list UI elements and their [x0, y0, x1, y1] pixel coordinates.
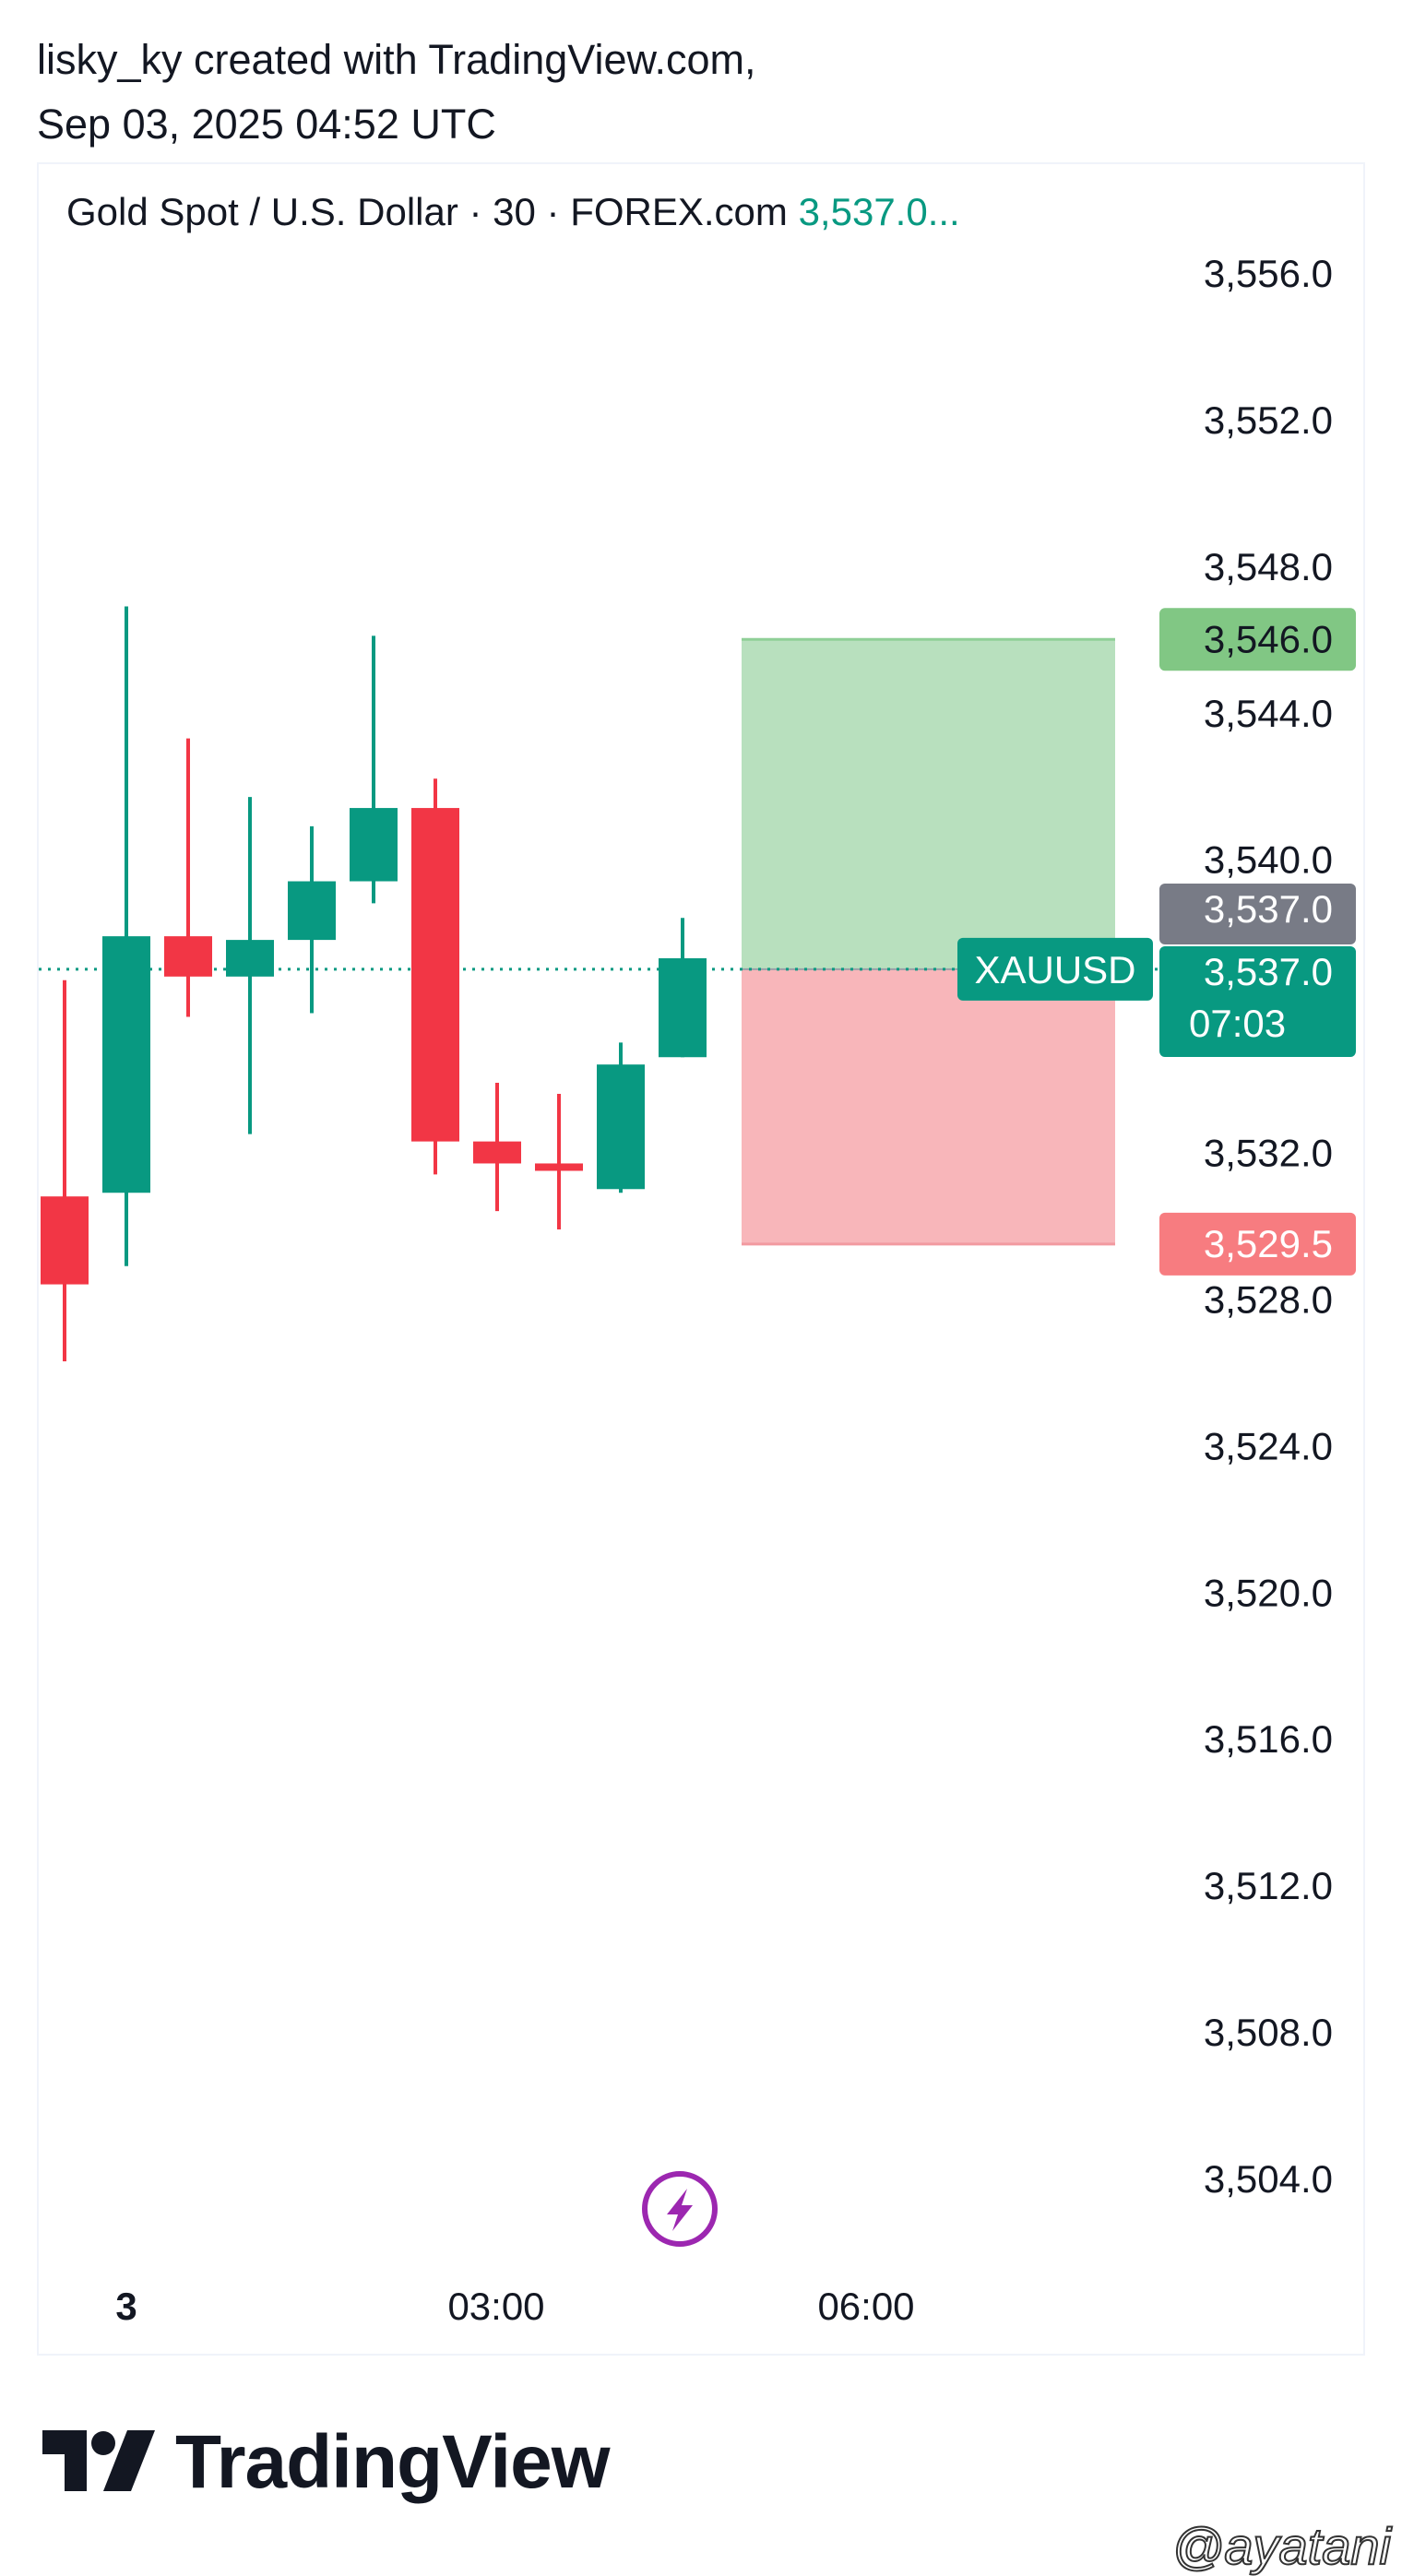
candle-body [473, 1141, 521, 1164]
chart-frame [37, 162, 1365, 2356]
price-tick-label: 3,520.0 [1204, 1571, 1333, 1614]
candle [659, 918, 707, 1058]
candle [164, 738, 212, 1017]
candle [350, 635, 398, 904]
legend-price: 3,537.0... [798, 190, 960, 233]
take-profit-label-bg [1159, 608, 1356, 671]
candle [41, 979, 89, 1362]
tradingview-logo: TradingView [42, 2416, 611, 2509]
symbol-tag: XAUUSD [957, 937, 1153, 1001]
price-axis[interactable]: 3,556.0 3,552.0 3,548.0 3,544.0 3,540.0 3,532… [1204, 252, 1333, 2201]
candle-body [41, 1196, 89, 1285]
take-profit-label-text: 3,546.0 [1204, 617, 1333, 660]
entry-price-label-text: 3,537.0 [1204, 887, 1333, 931]
snapshot-header: lisky_ky created with TradingView.com, S… [37, 28, 756, 157]
candle [102, 606, 150, 1266]
long-position-tool[interactable] [742, 637, 1115, 1246]
candle-body [288, 881, 336, 941]
snapshot-date-line: Sep 03, 2025 04:52 UTC [37, 101, 496, 148]
candles [41, 606, 707, 1362]
stop-loss-label-bg [1159, 1212, 1356, 1276]
last-price-label-bg [1159, 946, 1356, 1057]
stop-loss-label: 3,529.5 [1159, 1212, 1356, 1276]
symbol-description: Gold Spot / U.S. Dollar · 30 · FOREX.com [66, 190, 788, 233]
price-tick-label: 3,528.0 [1204, 1277, 1333, 1321]
price-tick-label: 3,544.0 [1204, 692, 1333, 735]
tradingview-mark-icon [42, 2430, 155, 2491]
time-tick-label: 03:00 [447, 2285, 544, 2328]
price-tick-label: 3,512.0 [1204, 1864, 1333, 1907]
last-price-label: 3,537.0 07:03 [1159, 946, 1356, 1057]
candle [535, 1093, 583, 1229]
snapshot-author-line: lisky_ky created with TradingView.com, [37, 36, 756, 83]
time-tick-label: 3 [115, 2285, 137, 2328]
price-tick-label: 3,524.0 [1204, 1424, 1333, 1467]
price-axis-labels: 3,546.0 3,537.0 3,537.0 07:03 3,529.5 XAUUSD [957, 608, 1356, 1276]
take-profit-zone[interactable] [742, 639, 1115, 969]
candle-body [597, 1064, 645, 1190]
candle-body [659, 957, 707, 1058]
price-tick-label: 3,508.0 [1204, 2011, 1333, 2054]
candle [473, 1083, 521, 1212]
candle [226, 797, 274, 1134]
stop-loss-label-text: 3,529.5 [1204, 1222, 1333, 1265]
symbol-tag-bg [957, 937, 1153, 1001]
candle-body [350, 808, 398, 882]
candle-body [164, 936, 212, 977]
take-profit-label: 3,546.0 [1159, 608, 1356, 671]
price-tick-label: 3,552.0 [1204, 398, 1333, 442]
tradingview-wordmark: TradingView [175, 2420, 611, 2504]
lightning-icon[interactable] [642, 2171, 718, 2247]
candle [411, 778, 459, 1175]
candle-body [102, 936, 150, 1193]
candle-body [411, 808, 459, 1142]
candle [288, 825, 336, 1014]
price-tick-label: 3,540.0 [1204, 838, 1333, 882]
candle [597, 1042, 645, 1193]
stop-loss-zone[interactable] [742, 968, 1115, 1244]
time-axis[interactable]: 3 03:00 06:00 [115, 2285, 914, 2328]
candle-body [226, 940, 274, 977]
price-tick-label: 3,532.0 [1204, 1132, 1333, 1175]
time-tick-label: 06:00 [817, 2285, 914, 2328]
candle-body [535, 1163, 583, 1171]
price-tick-label: 3,504.0 [1204, 2157, 1333, 2201]
price-tick-label: 3,516.0 [1204, 1717, 1333, 1761]
entry-price-label-bg [1159, 884, 1356, 944]
last-price-label-text: 3,537.0 [1204, 950, 1333, 993]
chart-legend: Gold Spot / U.S. Dollar · 30 · FOREX.com… [66, 190, 960, 234]
price-tick-label: 3,556.0 [1204, 252, 1333, 295]
symbol-tag-text: XAUUSD [974, 948, 1135, 991]
bar-countdown-text: 07:03 [1189, 1002, 1286, 1045]
entry-price-label: 3,537.0 [1159, 884, 1356, 944]
user-watermark: @ayatani [1171, 2516, 1392, 2576]
price-tick-label: 3,548.0 [1204, 545, 1333, 588]
